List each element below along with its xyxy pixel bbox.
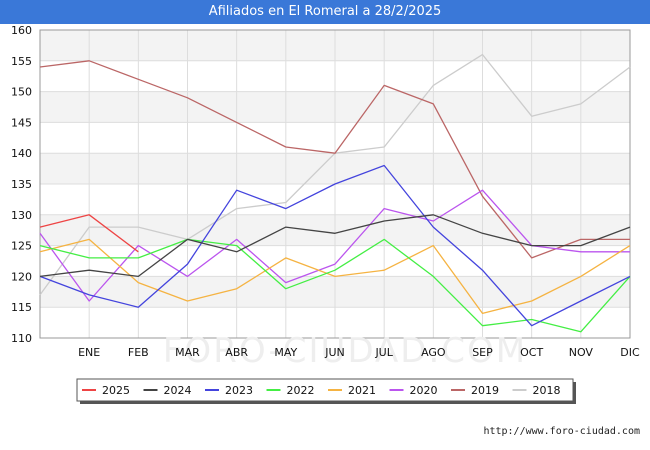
- y-tick-label: 135: [11, 178, 32, 191]
- x-tick-label: JUL: [374, 346, 393, 359]
- series-line-2022: [39, 238, 631, 333]
- y-tick-label: 150: [11, 86, 32, 99]
- plot-frame: [39, 29, 631, 339]
- y-tick-label: 145: [11, 116, 32, 129]
- chart-title: Afiliados en El Romeral a 28/2/2025: [0, 0, 650, 24]
- series-line-2021: [39, 238, 631, 315]
- series-line-2024: [39, 214, 631, 278]
- source-label[interactable]: http://www.foro-ciudad.com: [483, 426, 640, 437]
- x-tick-label: FEB: [128, 346, 149, 359]
- y-tick-label: 110: [11, 332, 32, 345]
- legend-label-2025: 2025: [102, 384, 130, 397]
- watermark: FORO-CIUDAD.COM: [163, 331, 527, 371]
- legend: 2025 2024 2023 2022 2021 2020 2019 2018: [76, 378, 576, 404]
- legend-label-2018: 2018: [533, 384, 561, 397]
- x-tick-label: OCT: [520, 346, 543, 359]
- x-tick-label: DIC: [620, 346, 640, 359]
- y-tick-label: 155: [11, 55, 32, 68]
- x-tick-label: ENE: [78, 346, 100, 359]
- x-tick-label: MAY: [274, 346, 297, 359]
- legend-label-2021: 2021: [348, 384, 376, 397]
- legend-label-2020: 2020: [410, 384, 438, 397]
- legend-label-2024: 2024: [164, 384, 192, 397]
- y-tick-label: 115: [11, 301, 32, 314]
- y-tick-label: 130: [11, 209, 32, 222]
- series-line-2025: [39, 214, 139, 253]
- y-tick-label: 125: [11, 240, 32, 253]
- x-tick-label: AGO: [421, 346, 446, 359]
- series-line-2023: [39, 164, 631, 327]
- legend-label-2019: 2019: [471, 384, 499, 397]
- x-tick-label: ABR: [225, 346, 248, 359]
- legend-label-2022: 2022: [287, 384, 315, 397]
- x-tick-label: NOV: [569, 346, 594, 359]
- y-tick-label: 120: [11, 270, 32, 283]
- y-tick-label: 140: [11, 147, 32, 160]
- legend-label-2023: 2023: [225, 384, 253, 397]
- series-line-2019: [39, 60, 630, 259]
- x-tick-label: SEP: [472, 346, 493, 359]
- x-tick-label: MAR: [175, 346, 200, 359]
- x-tick-label: JUN: [324, 346, 345, 359]
- y-tick-label: 160: [11, 24, 32, 37]
- legend-box: [76, 378, 574, 402]
